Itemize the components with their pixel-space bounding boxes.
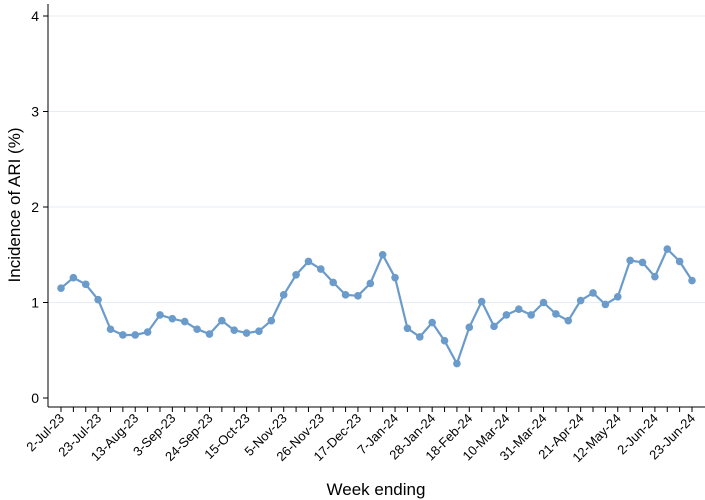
data-point	[168, 314, 177, 323]
data-point	[613, 292, 622, 301]
data-point	[94, 295, 102, 304]
x-axis: 2-Jul-2323-Jul-2313-Aug-233-Sep-2324-Sep…	[23, 406, 705, 465]
data-point	[304, 257, 313, 266]
data-point	[366, 279, 375, 288]
data-point	[143, 328, 152, 336]
data-point	[292, 271, 300, 279]
data-point	[279, 291, 288, 299]
data-point	[81, 280, 90, 289]
data-point	[119, 331, 127, 339]
data-point	[688, 276, 696, 285]
data-point	[576, 296, 585, 305]
y-tick-label: 3	[31, 104, 39, 120]
data-point	[341, 291, 350, 299]
data-point	[180, 317, 189, 326]
data-point	[416, 333, 424, 341]
y-tick-label: 1	[31, 295, 39, 311]
data-point	[378, 250, 387, 259]
data-point	[69, 273, 78, 282]
data-point	[589, 289, 597, 297]
data-point	[477, 297, 486, 306]
data-point	[255, 327, 263, 335]
data-point	[317, 265, 325, 273]
data-point	[329, 278, 337, 287]
data-point	[193, 325, 201, 334]
plot-area	[57, 245, 696, 368]
data-point	[626, 256, 634, 265]
y-axis-label: Incidence of ARI (%)	[5, 128, 24, 283]
data-point	[354, 292, 362, 300]
data-point	[428, 318, 436, 327]
data-point	[564, 316, 573, 325]
data-point	[527, 311, 535, 319]
data-point	[601, 300, 610, 309]
data-point	[465, 323, 474, 332]
data-point	[675, 257, 684, 266]
data-point	[57, 284, 65, 292]
data-point	[218, 316, 226, 325]
data-point	[131, 331, 140, 339]
data-point	[242, 329, 251, 337]
data-point	[502, 311, 511, 319]
data-point	[453, 359, 461, 368]
data-point	[230, 326, 239, 334]
series-line	[60, 247, 693, 365]
x-axis-label: Week ending	[327, 480, 426, 499]
data-point	[156, 311, 164, 319]
data-point	[638, 258, 647, 267]
data-point	[663, 245, 672, 253]
y-axis: 0 1 2 3 4	[31, 4, 49, 407]
y-tick-label: 0	[31, 390, 39, 406]
y-tick-label: 2	[31, 199, 39, 215]
data-point	[539, 298, 548, 307]
data-point	[267, 316, 276, 325]
data-point	[391, 273, 399, 282]
data-point	[205, 330, 214, 338]
data-point	[106, 325, 115, 334]
data-point	[403, 324, 412, 333]
data-point	[651, 272, 659, 281]
gridlines	[48, 15, 705, 303]
data-point	[440, 336, 449, 345]
data-point	[490, 322, 498, 331]
y-tick-label: 4	[31, 8, 39, 24]
data-point	[514, 305, 523, 313]
data-point	[552, 310, 560, 318]
